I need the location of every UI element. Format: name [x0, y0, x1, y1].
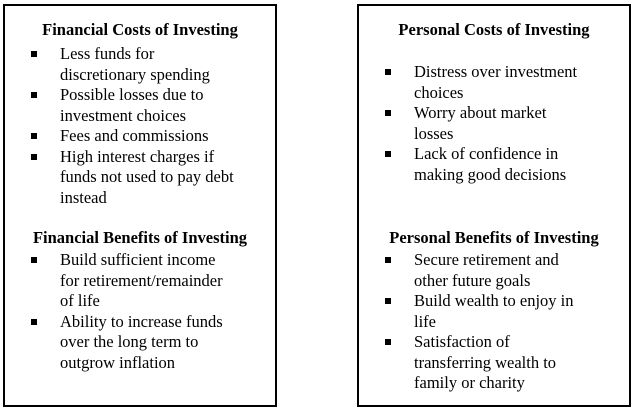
financial-costs-heading: Financial Costs of Investing [42, 20, 238, 39]
list-item: Fees and commissions [27, 126, 267, 147]
personal-benefits-list: Secure retirement and other future goals … [381, 250, 621, 394]
list-item: High interest charges if funds not used t… [27, 147, 267, 209]
financial-benefits-heading: Financial Benefits of Investing [32, 228, 248, 247]
list-item: Satisfaction of transferring wealth to fam… [381, 332, 621, 394]
bullet-icon [31, 318, 37, 325]
list-item: Worry about market losses [381, 103, 621, 144]
bullet-icon [31, 51, 37, 57]
list-item: Less funds for discretionary spending [27, 44, 267, 85]
bullet-icon [31, 257, 37, 263]
financial-panel: Financial Costs of Investing Less funds … [3, 4, 277, 407]
bullet-icon [385, 298, 391, 304]
bullet-icon [385, 151, 391, 157]
personal-benefits-heading: Personal Benefits of Investing [389, 228, 599, 247]
list-item: Secure retirement and other future goals [381, 250, 621, 291]
list-item: Build wealth to enjoy in life [381, 291, 621, 332]
personal-costs-heading: Personal Costs of Investing [398, 20, 590, 39]
list-item: Lack of confidence in making good decisio… [381, 144, 621, 185]
financial-costs-list: Less funds for discretionary spending Pos… [27, 44, 267, 208]
bullet-icon [385, 110, 391, 116]
bullet-icon [385, 69, 391, 75]
list-item: Possible losses due to investment choices [27, 85, 267, 126]
bullet-icon [31, 133, 37, 139]
financial-benefits-list: Build sufficient income for retirement/re… [27, 250, 267, 373]
list-item: Build sufficient income for retirement/re… [27, 250, 267, 312]
bullet-icon [385, 339, 391, 345]
personal-panel: Personal Costs of Investing Distress ove… [357, 4, 631, 407]
list-item: Ability to increase funds over the long t… [27, 312, 267, 374]
bullet-icon [385, 257, 391, 263]
bullet-icon [31, 153, 37, 160]
bullet-icon [31, 92, 37, 98]
list-item: Distress over investment choices [381, 62, 621, 103]
personal-costs-list: Distress over investment choices Worry ab… [381, 62, 621, 185]
